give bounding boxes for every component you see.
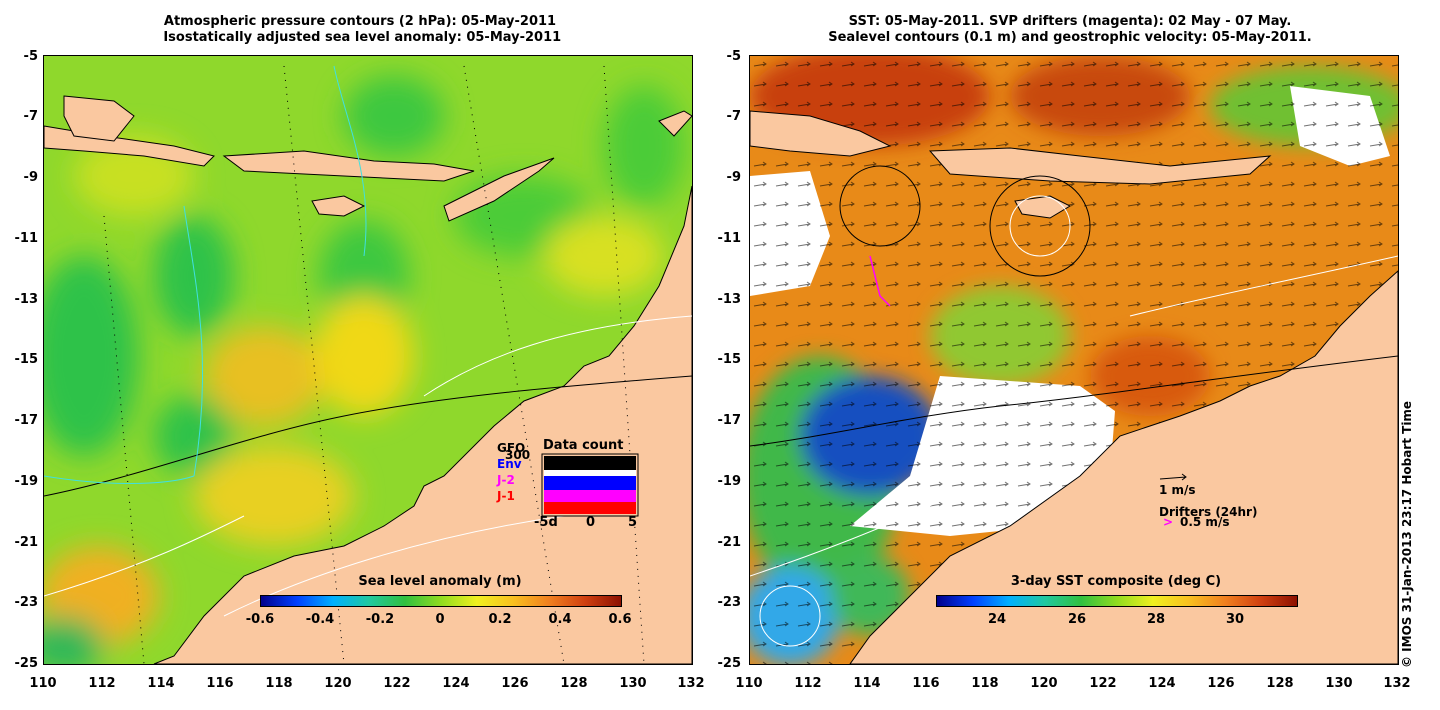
left-xtick: 120: [324, 676, 352, 691]
right-colorbar-title: 3-day SST composite (deg C): [1010, 574, 1222, 589]
left-title-line1: Atmospheric pressure contours (2 hPa): 0…: [163, 14, 557, 29]
left-title-line2: Isostatically adjusted sea level anomaly…: [158, 30, 562, 45]
data-count-title: Data count: [543, 438, 624, 453]
sea-level-anomaly-map: [44, 56, 692, 664]
left-map[interactable]: [43, 55, 693, 665]
right-ytick: -21: [717, 535, 742, 550]
right-ytick: -13: [717, 292, 742, 307]
right-xtick: 124: [1148, 676, 1176, 691]
left-ytick: -5: [23, 49, 38, 64]
imos-credit: © IMOS 31-Jan-2013 23:17 Hobart Time: [1400, 400, 1414, 668]
right-title-line1: SST: 05-May-2011. SVP drifters (magenta)…: [848, 14, 1292, 29]
velocity-scale-label: 1 m/s: [1159, 483, 1196, 497]
right-xtick: 126: [1207, 676, 1235, 691]
left-colorbar-title: Sea level anomaly (m): [358, 574, 522, 589]
left-panel-title: Atmospheric pressure contours (2 hPa): 0…: [30, 14, 690, 46]
left-xtick: 124: [442, 676, 470, 691]
right-xtick: 114: [853, 676, 881, 691]
right-xtick: 130: [1325, 676, 1353, 691]
left-cb-tick-5: 0.4: [548, 612, 572, 627]
left-xtick: 132: [677, 676, 705, 691]
legend-gfo: GFO: [497, 441, 526, 455]
right-title-line2: Sealevel contours (0.1 m) and geostrophi…: [828, 30, 1312, 45]
left-xtick: 116: [206, 676, 234, 691]
legend-j2: J-2: [497, 473, 515, 487]
left-xtick: 130: [619, 676, 647, 691]
left-ytick: -13: [14, 292, 39, 307]
left-ytick: -9: [23, 170, 38, 185]
drifter-scale-label: 0.5 m/s: [1180, 515, 1230, 529]
data-count-xtick-2: 5: [628, 515, 638, 530]
drifter-scale-symbol: >: [1163, 515, 1174, 529]
legend-j1: J-1: [497, 489, 515, 503]
right-xtick: 122: [1089, 676, 1117, 691]
left-cb-tick-3: 0: [435, 612, 445, 627]
right-ytick: -17: [717, 413, 742, 428]
right-ytick: -5: [726, 49, 741, 64]
legend-env: Env: [497, 457, 522, 471]
right-xtick: 116: [912, 676, 940, 691]
left-xtick: 110: [29, 676, 57, 691]
left-xtick: 118: [265, 676, 293, 691]
left-xtick: 114: [147, 676, 175, 691]
left-xtick: 126: [501, 676, 529, 691]
left-ytick: -21: [14, 535, 39, 550]
right-map[interactable]: [749, 55, 1399, 665]
left-ytick: -19: [14, 474, 39, 489]
sst-map: [750, 56, 1398, 664]
right-xtick: 118: [971, 676, 999, 691]
right-cb-tick-1: 26: [1067, 612, 1087, 627]
right-ytick: -25: [717, 656, 742, 671]
left-cb-tick-0: -0.6: [245, 612, 275, 627]
drifters-label: Drifters (24hr): [1159, 505, 1258, 519]
left-colorbar: [260, 595, 622, 607]
right-xtick: 110: [735, 676, 763, 691]
right-xtick: 112: [794, 676, 822, 691]
right-cb-tick-3: 30: [1225, 612, 1245, 627]
left-cb-tick-2: -0.2: [365, 612, 395, 627]
right-cb-tick-0: 24: [987, 612, 1007, 627]
right-panel-title: SST: 05-May-2011. SVP drifters (magenta)…: [740, 14, 1400, 46]
right-cb-tick-2: 28: [1146, 612, 1166, 627]
data-count-xtick-0: -5d: [534, 515, 558, 530]
right-ytick: -19: [717, 474, 742, 489]
right-ytick: -15: [717, 352, 742, 367]
left-cb-tick-6: 0.6: [608, 612, 632, 627]
left-ytick: -17: [14, 413, 39, 428]
left-cb-tick-1: -0.4: [305, 612, 335, 627]
left-xtick: 112: [88, 676, 116, 691]
left-xtick: 128: [560, 676, 588, 691]
legend-overlap: 300: [505, 448, 531, 462]
right-xtick: 132: [1383, 676, 1411, 691]
left-ytick: -11: [14, 231, 39, 246]
left-ytick: -25: [14, 656, 39, 671]
left-ytick: -23: [14, 595, 39, 610]
right-ytick: -9: [726, 170, 741, 185]
right-ytick: -11: [717, 231, 742, 246]
data-count-xtick-1: 0: [586, 515, 596, 530]
left-xtick: 122: [383, 676, 411, 691]
left-ytick: -7: [23, 109, 38, 124]
right-xtick: 120: [1030, 676, 1058, 691]
right-xtick: 128: [1266, 676, 1294, 691]
right-ytick: -7: [726, 109, 741, 124]
left-ytick: -15: [14, 352, 39, 367]
right-colorbar: [936, 595, 1298, 607]
right-ytick: -23: [717, 595, 742, 610]
left-cb-tick-4: 0.2: [488, 612, 512, 627]
